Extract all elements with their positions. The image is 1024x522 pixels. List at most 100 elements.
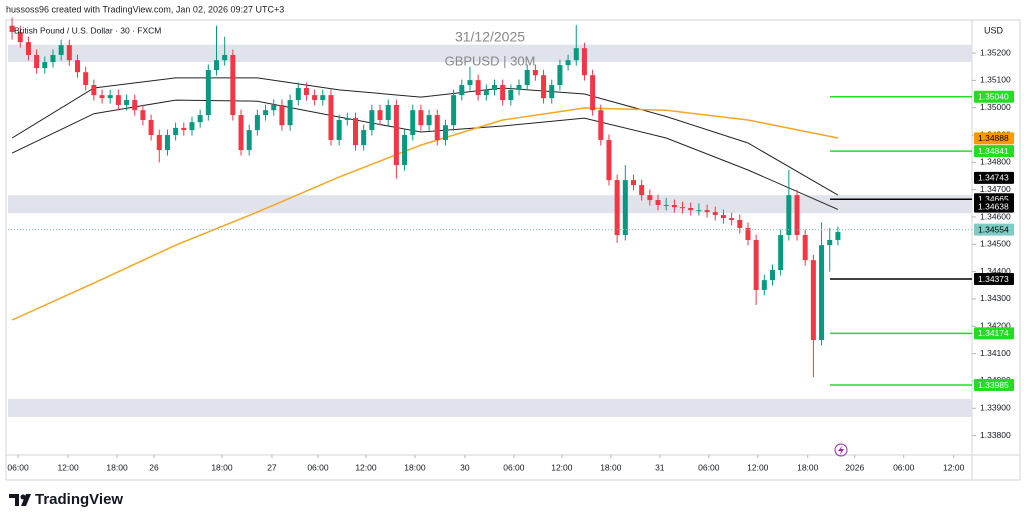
candle-body — [819, 245, 825, 340]
price-badge-label: 1.34174 — [978, 328, 1009, 338]
y-tick-label: 1.34700 — [980, 184, 1011, 194]
price-badge — [974, 273, 1014, 286]
candle-body — [9, 25, 15, 33]
candle-body — [720, 215, 726, 219]
candle-body — [704, 210, 710, 213]
y-tick-label: 1.35100 — [980, 75, 1011, 85]
candle-body — [181, 127, 187, 131]
candle-body — [58, 45, 64, 55]
candle-body — [303, 88, 309, 96]
candle-body — [132, 100, 138, 111]
candle-body — [622, 180, 628, 236]
y-tick-label: 1.33800 — [980, 430, 1011, 440]
candle-body — [312, 95, 318, 101]
candle-body — [794, 195, 800, 236]
y-tick-label: 1.35000 — [980, 102, 1011, 112]
x-tick-label: 06:00 — [503, 462, 525, 472]
candle-body — [222, 54, 228, 61]
y-tick-label: 1.34500 — [980, 239, 1011, 249]
price-badge — [974, 379, 1014, 392]
x-tick-label: 18:00 — [600, 462, 622, 472]
alert-bolt — [838, 446, 844, 455]
price-badge — [974, 223, 1014, 236]
candle-body — [663, 204, 669, 206]
x-tick-label: 26 — [149, 462, 159, 472]
candle-body — [753, 239, 759, 290]
candle-body — [647, 195, 653, 201]
candle-body — [91, 85, 97, 96]
candle-body — [557, 65, 563, 86]
candle-body — [524, 70, 530, 86]
candle-body — [639, 185, 645, 196]
candle-body — [25, 42, 31, 55]
candle-body — [516, 85, 522, 90]
candle-body — [786, 195, 792, 236]
price-badge — [974, 145, 1014, 158]
candle-body — [271, 104, 277, 111]
y-tick-label: 1.34200 — [980, 321, 1011, 331]
candle-body — [361, 130, 367, 146]
candle-body — [418, 110, 424, 126]
price-badge — [974, 132, 1014, 145]
candle-body — [541, 75, 547, 99]
candle-body — [148, 120, 154, 136]
zone — [8, 44, 972, 63]
candle-body — [565, 60, 571, 66]
currency: USD — [984, 25, 1004, 35]
candle-body — [377, 110, 383, 121]
candle-body — [655, 200, 661, 205]
candle-body — [459, 85, 465, 96]
candle-body — [173, 127, 179, 136]
candle-body — [491, 85, 497, 90]
x-tick-label: 18:00 — [211, 462, 233, 472]
candle-body — [393, 104, 399, 166]
candle-body — [238, 115, 244, 151]
candle-body — [532, 70, 538, 76]
candle-body — [320, 95, 326, 101]
candle-body — [336, 120, 342, 140]
caption: hussoss96 created with TradingView.com, … — [6, 4, 284, 14]
candle-body — [581, 48, 587, 76]
candle-body — [34, 54, 40, 69]
price-badge-label: 1.34841 — [978, 146, 1009, 156]
candle-body — [475, 80, 481, 96]
y-tick-label: 1.33900 — [980, 403, 1011, 413]
candle-body — [107, 95, 113, 99]
candle-body — [802, 235, 808, 261]
price-badge — [974, 327, 1014, 340]
x-tick-label: 12:00 — [551, 462, 573, 472]
x-tick-label: 2026 — [845, 462, 864, 472]
zone — [8, 398, 972, 418]
candle-body — [508, 89, 514, 101]
watermark-subtitle: GBPUSD | 30M — [445, 53, 536, 68]
candle-body — [769, 270, 775, 281]
candle-body — [230, 54, 236, 116]
candle-body — [835, 232, 841, 240]
indicator-line — [11, 99, 839, 210]
x-tick-label: 12:00 — [747, 462, 769, 472]
alert-icon[interactable] — [834, 443, 848, 457]
candle-body — [737, 220, 743, 228]
x-tick-label: 31 — [655, 462, 665, 472]
candle-body — [827, 239, 833, 246]
candle-body — [696, 210, 702, 212]
candle-body — [442, 125, 448, 140]
candle-body — [295, 88, 301, 101]
candle-body — [66, 45, 72, 61]
candle-body — [99, 95, 105, 99]
candle-body — [50, 54, 56, 63]
candle-body — [761, 280, 767, 290]
candle-body — [17, 32, 23, 43]
candle-body — [352, 118, 358, 146]
candle-body — [164, 135, 170, 151]
candle-body — [369, 110, 375, 131]
candle-body — [410, 110, 416, 136]
candle-body — [254, 115, 260, 131]
candle-body — [287, 100, 293, 126]
y-tick-label: 1.34400 — [980, 266, 1011, 276]
candle-body — [467, 80, 473, 86]
watermark-title: 31/12/2025 — [455, 29, 525, 45]
candle-body — [434, 115, 440, 140]
candle-body — [778, 235, 784, 271]
indicator-line — [11, 107, 839, 321]
